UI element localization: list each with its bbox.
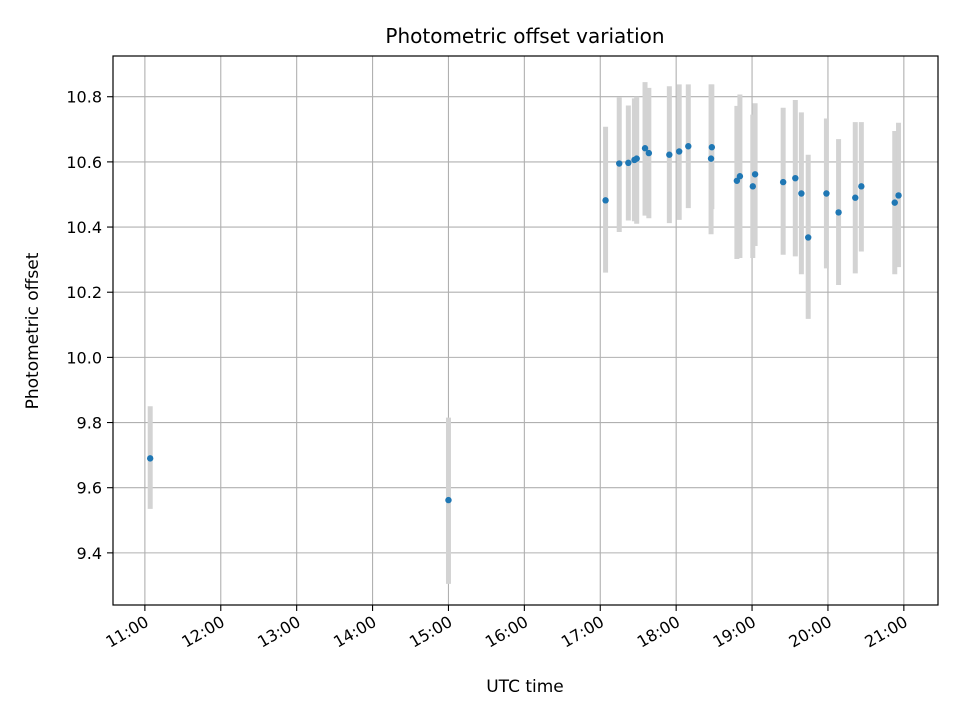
- data-point: [751, 171, 759, 178]
- data-point: [675, 148, 683, 155]
- data-point: [146, 455, 154, 462]
- chart-title: Photometric offset variation: [385, 24, 664, 48]
- x-tick-label: 13:00: [254, 612, 303, 652]
- data-point: [708, 144, 716, 151]
- data-point: [733, 177, 741, 184]
- data-point: [805, 234, 812, 241]
- x-tick-label: 14:00: [330, 612, 379, 652]
- data-point: [616, 160, 623, 167]
- data-point: [736, 173, 744, 180]
- data-point: [895, 192, 902, 199]
- plot-frame: [112, 55, 939, 606]
- x-tick-label: 20:00: [786, 612, 835, 652]
- y-tick-label: 10.0: [66, 348, 102, 367]
- data-point: [779, 178, 787, 186]
- data-point: [666, 151, 673, 158]
- y-tick-label: 10.2: [66, 283, 102, 302]
- data-point: [823, 190, 830, 197]
- y-tick-label: 9.6: [77, 479, 102, 498]
- y-axis-label: Photometric offset: [23, 252, 43, 409]
- x-axis-ticks: 11:00 12:00 13:00 14:00 15:00 16:00 17:00 18:00…: [102, 605, 911, 652]
- x-axis-label: UTC time: [486, 677, 564, 697]
- data-point: [792, 174, 799, 182]
- x-tick-label: 18:00: [634, 612, 683, 652]
- y-tick-label: 9.4: [77, 544, 102, 563]
- data-point: [858, 183, 865, 190]
- x-tick-label: 21:00: [861, 612, 910, 652]
- y-tick-label: 10.6: [66, 153, 102, 172]
- x-tick-label: 11:00: [102, 612, 151, 652]
- x-tick-label: 19:00: [710, 612, 759, 652]
- data-point: [645, 149, 653, 157]
- y-tick-label: 9.8: [77, 414, 102, 433]
- data-point: [685, 143, 692, 150]
- data-point: [633, 155, 640, 162]
- grid-lines: [113, 56, 938, 605]
- x-tick-label: 15:00: [406, 612, 455, 652]
- y-tick-label: 10.8: [66, 88, 102, 107]
- data-points: [146, 143, 902, 504]
- data-point: [852, 194, 859, 201]
- x-tick-label: 17:00: [558, 612, 607, 652]
- x-tick-label: 12:00: [178, 612, 227, 652]
- y-axis-ticks: 9.4 9.6 9.8 10.0 10.2 10.4 10.6 10.8: [66, 88, 113, 563]
- data-point: [625, 159, 632, 167]
- x-tick-label: 16:00: [482, 612, 531, 652]
- y-tick-label: 10.4: [66, 218, 102, 237]
- data-point: [798, 190, 805, 197]
- data-point: [891, 199, 898, 206]
- data-point: [602, 197, 609, 204]
- data-point: [641, 145, 649, 152]
- data-point: [749, 183, 757, 190]
- data-point: [835, 209, 842, 216]
- data-point: [445, 496, 452, 504]
- data-point: [707, 155, 715, 162]
